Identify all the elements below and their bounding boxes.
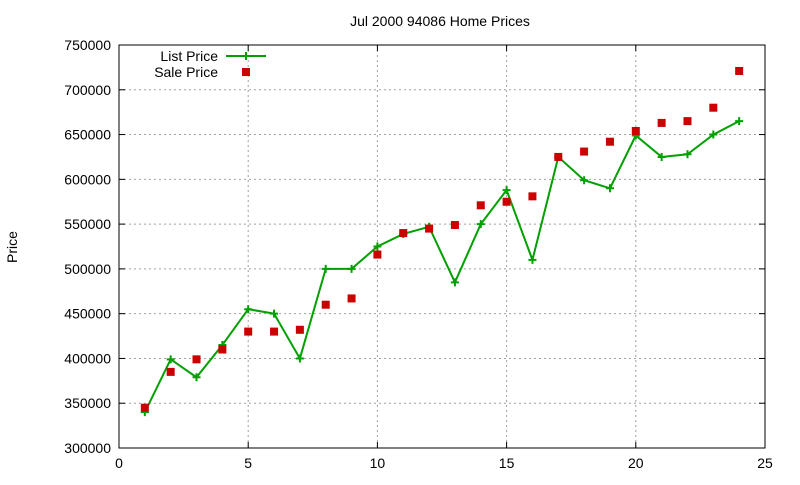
grid: [119, 45, 765, 448]
data-point: [631, 126, 640, 135]
data-point: [683, 117, 692, 126]
y-tick-label: 350000: [64, 395, 111, 411]
y-tick-label: 650000: [64, 127, 111, 143]
plot-frame: [118, 44, 766, 449]
legend-label: List Price: [160, 48, 218, 64]
data-point: [347, 294, 356, 303]
y-tick-label: 400000: [64, 350, 111, 366]
data-point: [295, 325, 304, 334]
data-point: [528, 192, 537, 201]
x-tick-label: 10: [370, 455, 386, 471]
data-point: [244, 327, 253, 336]
y-axis-label: Price: [4, 231, 20, 263]
data-point: [166, 367, 175, 376]
data-point: [295, 354, 304, 363]
data-point: [657, 118, 666, 127]
data-point: [580, 176, 589, 185]
data-point: [476, 201, 485, 210]
data-point: [476, 220, 485, 229]
data-point: [683, 150, 692, 159]
data-point: [373, 250, 382, 259]
y-tick-label: 550000: [64, 216, 111, 232]
y-tick-label: 450000: [64, 306, 111, 322]
data-point: [528, 255, 537, 264]
y-tick-label: 300000: [64, 440, 111, 456]
data-point: [192, 355, 201, 364]
series-layer: [140, 66, 744, 417]
data-point: [450, 221, 459, 230]
data-point: [580, 147, 589, 156]
data-point: [709, 130, 718, 139]
data-point: [709, 103, 718, 112]
series-line: [143, 120, 740, 413]
data-point: [140, 403, 149, 412]
data-point: [657, 152, 666, 161]
data-point: [735, 117, 744, 126]
data-point: [554, 152, 563, 161]
data-point: [321, 300, 330, 309]
x-tick-label: 25: [757, 455, 773, 471]
y-tick-label: 500000: [64, 261, 111, 277]
data-point: [347, 264, 356, 273]
legend-label: Sale Price: [154, 64, 218, 80]
data-point: [605, 137, 614, 146]
axis-ticks: 0 5 10 15 20 25 300000 350000 400000 450000 500000…: [64, 37, 773, 471]
chart-title: Jul 2000 94086 Home Prices: [350, 13, 530, 29]
data-point: [218, 345, 227, 354]
y-tick-label: 700000: [64, 82, 111, 98]
x-tick-label: 20: [628, 455, 644, 471]
x-tick-label: 0: [115, 455, 123, 471]
data-point: [373, 242, 382, 251]
data-point: [244, 305, 253, 314]
series-sale-price: [140, 66, 744, 412]
data-point: [502, 197, 511, 206]
data-point: [450, 278, 459, 287]
data-point: [270, 327, 279, 336]
data-point: [270, 309, 279, 318]
data-point: [399, 229, 408, 238]
series-list-price: [140, 117, 744, 417]
x-tick-label: 15: [499, 455, 515, 471]
data-point: [425, 224, 434, 233]
x-tick-label: 5: [244, 455, 252, 471]
data-point: [735, 66, 744, 75]
legend-marker: [242, 68, 250, 76]
data-point: [166, 355, 175, 364]
y-tick-label: 600000: [64, 171, 111, 187]
data-point: [192, 373, 201, 382]
data-point: [502, 186, 511, 195]
data-point: [605, 184, 614, 193]
data-point: [321, 264, 330, 273]
legend-marker: [242, 52, 250, 60]
y-tick-label: 750000: [64, 37, 111, 53]
